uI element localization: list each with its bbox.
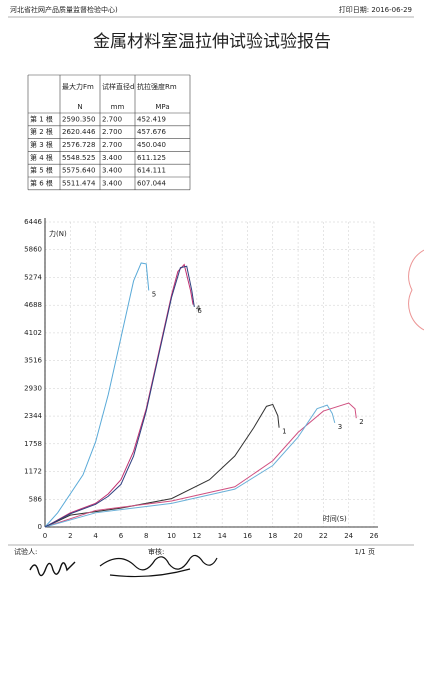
force-curve [44,262,150,528]
force-curve [44,402,357,528]
x-axis-label: 时间(S) [323,514,347,523]
reviewer-label: 审核: [148,547,164,556]
curve-label: 2 [359,418,363,426]
x-tick-label: 8 [144,532,148,540]
y-tick-label: 2930 [24,384,42,392]
force-curve [44,265,195,528]
org-name: 河北省社网产品质量监督检验中心) [10,5,118,14]
y-tick-label: 5274 [24,273,42,281]
y-tick-label: 1758 [24,440,42,448]
y-tick-label: 3516 [24,357,42,365]
table-cell: 5511.474 [62,179,96,187]
y-tick-label: 4102 [24,329,42,337]
table-cell: 2576.728 [62,141,95,149]
column-unit: mm [111,103,125,111]
x-tick-label: 24 [344,532,353,540]
x-tick-label: 0 [43,532,47,540]
row-label: 第 6 根 [30,178,53,187]
tester-signature [29,561,76,577]
y-axis-label: 力(N) [49,229,67,238]
x-tick-label: 16 [243,532,252,540]
curve-label: 5 [152,290,156,298]
x-tick-label: 22 [319,532,328,540]
table-cell: 614.111 [137,167,166,175]
print-date: 打印日期: 2016-06-29 [339,5,412,14]
curve-label: 1 [282,428,286,436]
x-tick-label: 2 [68,532,72,540]
row-label: 第 2 根 [30,127,53,136]
reviewer-signature [99,554,218,578]
row-label: 第 1 根 [30,114,53,123]
y-tick-label: 1172 [24,468,42,476]
table-cell: 2.700 [102,128,122,136]
row-label: 第 4 根 [30,153,53,162]
column-header: 抗拉强度Rm [137,82,177,91]
curve-label: 3 [338,423,342,431]
column-header: 最大力Fm [62,82,94,91]
force-curve [44,404,336,528]
table-cell: 5575.640 [62,167,95,175]
column-header: 试样直径d [102,82,134,91]
column-unit: MPa [155,103,169,111]
x-tick-label: 10 [167,532,176,540]
table-cell: 3.400 [102,179,122,187]
table-cell: 452.419 [137,115,166,123]
force-curve [44,403,280,528]
y-tick-label: 5860 [24,246,42,254]
x-tick-label: 20 [294,532,303,540]
page-number: 1/1 页 [355,548,376,556]
row-label: 第 5 根 [30,166,53,175]
table-cell: 457.676 [137,128,166,136]
table-cell: 3.400 [102,154,122,162]
row-label: 第 3 根 [30,140,53,149]
table-cell: 450.040 [137,141,166,149]
column-unit: N [77,103,82,111]
x-tick-label: 6 [119,532,124,540]
x-tick-label: 4 [93,532,98,540]
force-curve [44,263,194,528]
stamp-edge [408,249,424,331]
y-tick-label: 2344 [24,412,42,420]
table-cell: 2.700 [102,141,122,149]
curve-label: 4 [196,305,201,313]
y-tick-label: 0 [38,523,42,531]
table-cell: 2.700 [102,115,122,123]
x-tick-label: 26 [370,532,379,540]
y-tick-label: 4688 [24,301,42,309]
table-cell: 2590.350 [62,115,95,123]
curve-label: 6 [197,307,202,315]
report-title: 金属材料室温拉伸试验试验报告 [93,32,331,52]
tester-label: 试验人: [14,547,37,556]
x-tick-label: 12 [192,532,201,540]
table-cell: 611.125 [137,154,166,162]
table-cell: 5548.525 [62,154,95,162]
x-tick-label: 14 [218,532,227,540]
x-tick-label: 18 [268,532,277,540]
table-cell: 607.044 [137,179,166,187]
y-tick-label: 6446 [24,218,42,226]
y-tick-label: 586 [29,495,43,503]
table-cell: 2620.446 [62,128,96,136]
table-cell: 3.400 [102,167,122,175]
